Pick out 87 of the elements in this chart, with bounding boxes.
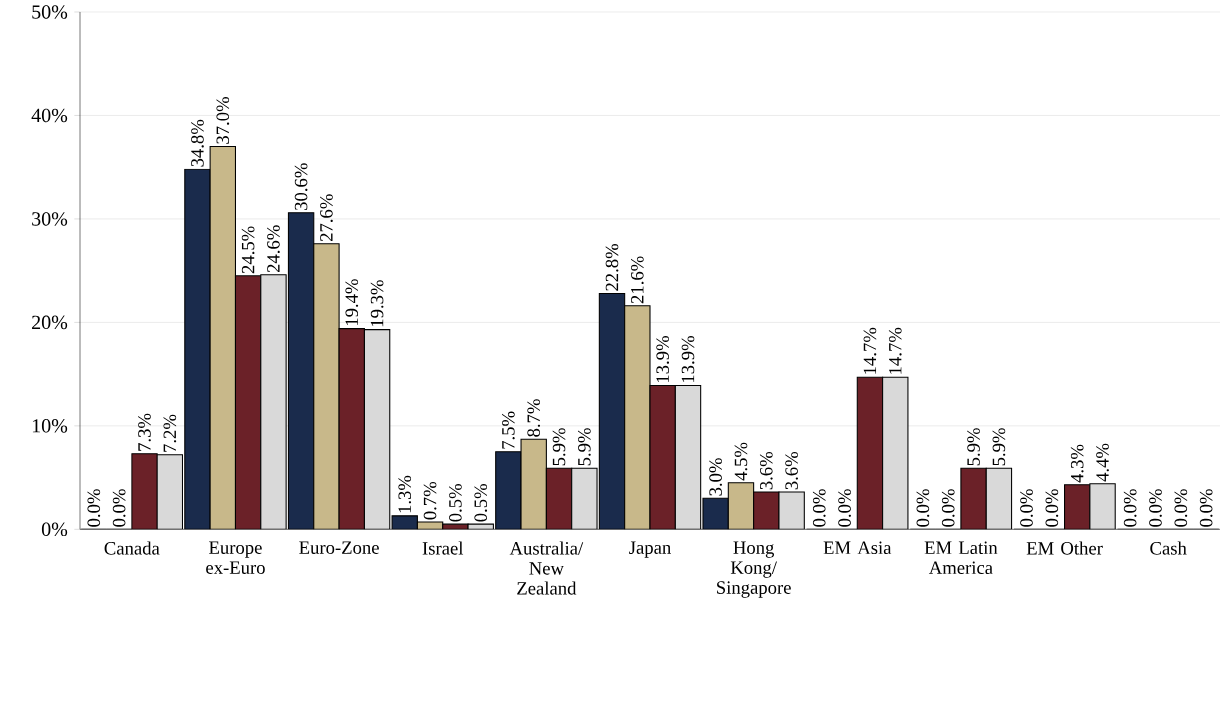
bar [313,243,340,530]
data-label: 37.0% [216,97,230,144]
bar [753,491,780,530]
data-label: 5.9% [578,428,591,466]
bar [287,212,315,530]
y-tick-label: 30% [32,212,68,226]
data-label: 30.6% [294,163,308,210]
bar [234,275,262,530]
bar [260,274,287,530]
data-label: 5.9% [992,428,1006,466]
x-tick-label: Israel [422,541,464,555]
data-label: 0.0% [1174,489,1188,527]
data-label: 0.5% [474,484,488,522]
data-label: 24.6% [267,225,280,273]
x-tick-label: EM Asia [823,541,892,555]
bar [624,305,651,530]
data-label: 0.0% [812,489,826,527]
bar [209,145,236,530]
data-label: 7.2% [163,414,177,452]
bar [495,451,522,530]
data-label: 0.0% [916,489,930,527]
x-tick-label: Japan [629,541,671,558]
bar [649,384,676,530]
data-label: 0.0% [1123,489,1137,527]
data-label: 13.9% [681,336,695,383]
y-tick-label: 20% [32,315,68,330]
data-label: 14.7% [863,327,877,374]
data-label: 21.6% [630,256,644,304]
data-label: 4.5% [734,442,748,481]
bar [882,376,909,530]
data-label: 0.0% [87,489,101,527]
data-label: 22.8% [605,243,619,291]
data-label: 3.6% [785,451,798,490]
data-label: 0.0% [1020,489,1033,527]
x-tick-label: Hong Kong/ Singapore [717,541,791,598]
x-tick-label: Australia/ New Zealand [509,541,584,595]
bar [1089,483,1116,530]
data-label: 24.5% [241,226,255,274]
bar [520,438,547,530]
data-label: 13.9% [656,336,670,383]
x-tick-label: Euro-Zone [299,541,379,554]
data-label: 0.0% [1045,489,1059,527]
bar [702,497,729,530]
bar [985,467,1013,530]
data-label: 1.3% [398,475,412,513]
y-tick-label: 40% [31,108,68,123]
bar [727,482,755,530]
data-label: 5.9% [967,428,980,466]
bar [1064,484,1091,530]
data-label: 0.5% [449,484,462,522]
bar [598,292,626,530]
data-label: 4.3% [1070,444,1084,483]
bar [131,453,158,530]
data-label: 8.7% [527,399,541,437]
data-label: 0.0% [838,489,851,527]
data-label: 34.8% [191,119,204,167]
bar [545,467,573,530]
data-label: 3.6% [759,451,773,490]
x-tick-label: EM Other [1026,541,1103,555]
x-tick-label: Canada [104,541,160,555]
data-label: 4.4% [1096,443,1109,482]
data-label: 5.9% [552,428,566,466]
bar [156,454,184,530]
bar [184,168,211,530]
data-label: 0.0% [1199,489,1213,527]
data-label: 14.7% [888,327,902,374]
bar [960,467,987,530]
y-tick-label: 50% [32,5,68,19]
x-tick-label: Europe ex-Euro [206,541,265,574]
data-label: 3.0% [709,458,722,496]
data-label: 0.7% [423,481,437,520]
data-label: 19.4% [345,279,359,326]
data-label: 0.0% [112,489,126,527]
x-tick-label: EM Latin America [924,541,998,575]
y-tick-label: 0% [41,522,68,537]
data-label: 0.0% [1149,489,1162,527]
bar [778,491,805,530]
bar [856,376,884,530]
data-label: 27.6% [320,194,333,242]
bar [338,328,365,530]
data-label: 0.0% [941,489,955,527]
x-tick-label: Cash [1150,541,1187,555]
data-label: 7.3% [138,413,151,451]
y-tick-label: 10% [32,419,68,433]
data-label: 7.5% [502,411,515,449]
bar [571,467,598,530]
data-label: 19.3% [370,280,384,327]
